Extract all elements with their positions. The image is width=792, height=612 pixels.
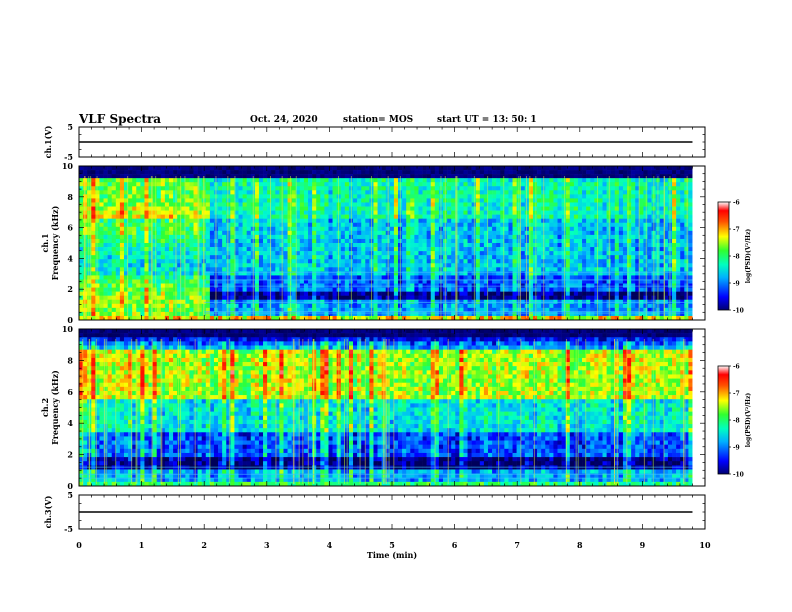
colorbar-label-ch2-spectrogram: log(PSD)(V²/Hz) [745,393,752,448]
xtick-label: 2 [201,540,207,550]
ylabel-ch2-spectrogram: ch.2 [40,398,50,417]
xtick-label: 0 [76,540,82,550]
chart-title: VLF Spectra [79,112,162,126]
colorbar-ch2-spectrogram [717,365,730,475]
colorbar-tick-label: -9 [733,445,740,452]
xtick-label: 6 [452,540,458,550]
xtick-label: 7 [514,540,520,550]
colorbar-tick-label: -10 [733,308,744,315]
xtick-label: 9 [640,540,646,550]
colorbar-tick-label: -7 [733,391,740,398]
ytick-label-ch1-waveform: 5 [67,122,73,132]
ylabel-ch1-spectrogram: ch.1 [40,233,50,252]
ylabel-ch1-waveform: ch.1(V) [43,125,53,158]
ytick-label-ch1-waveform: -5 [64,152,73,162]
ylabel2-ch1-spectrogram: Frequency (kHz) [50,205,60,280]
xtick-label: 3 [264,540,270,550]
colorbar-ch1-spectrogram [717,201,730,311]
colorbar-tick-label: -9 [733,281,740,288]
chart-start-time: start UT = 13: 50: 1 [437,115,537,125]
ytick-label-ch1-spectrogram: 0 [67,315,73,325]
ytick-label-ch2-spectrogram: 0 [67,481,73,491]
colorbar-label-ch1-spectrogram: log(PSD)(V²/Hz) [745,229,752,284]
colorbar-tick-label: -6 [733,364,740,371]
chart-station: station= MOS [343,115,414,125]
xtick-label: 10 [699,540,711,550]
ytick-label-ch2-spectrogram: 10 [62,324,74,334]
ytick-label-ch2-spectrogram: 8 [67,355,73,365]
xtick-label: 4 [327,540,333,550]
colorbar-tick-label: -8 [733,254,740,261]
ytick-label-ch2-spectrogram: 4 [67,418,73,428]
xtick-label: 8 [577,540,583,550]
ch1-spectrogram [79,166,705,321]
ytick-label-ch1-spectrogram: 2 [67,284,73,294]
ylabel2-ch2-spectrogram: Frequency (kHz) [50,370,60,445]
ytick-label-ch1-spectrogram: 10 [62,161,74,171]
xtick-label: 1 [139,540,145,550]
ytick-label-ch2-spectrogram: 6 [67,387,73,397]
ylabel-ch3-waveform: ch.3(V) [43,495,53,528]
colorbar-tick-label: -6 [733,200,740,207]
xtick-label: 5 [389,540,395,550]
colorbar-tick-label: -10 [733,472,744,479]
ytick-label-ch1-spectrogram: 4 [67,253,73,263]
chart-date: Oct. 24, 2020 [250,115,318,125]
ytick-label-ch2-spectrogram: 2 [67,450,73,460]
colorbar-tick-label: -8 [733,418,740,425]
ytick-label-ch3-waveform: 5 [67,490,73,500]
colorbar-tick-label: -7 [733,227,740,234]
ytick-label-ch1-spectrogram: 8 [67,192,73,202]
ytick-label-ch1-spectrogram: 6 [67,223,73,233]
xaxis-label: Time (min) [367,550,417,560]
ytick-label-ch3-waveform: -5 [64,524,73,534]
ch2-spectrogram [79,329,705,487]
